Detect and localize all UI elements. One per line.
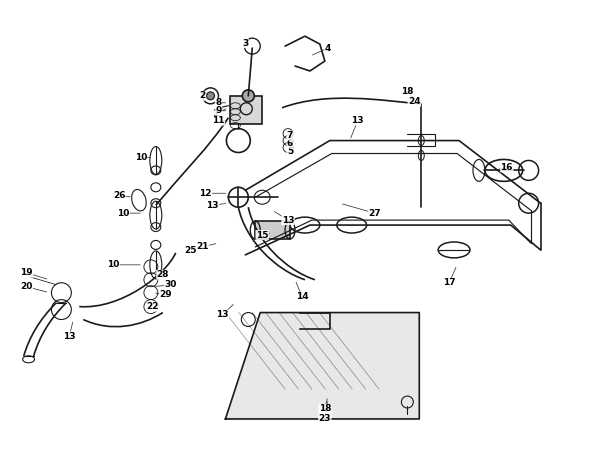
Text: 17: 17	[443, 278, 455, 287]
Text: 15: 15	[256, 230, 268, 239]
Text: 1: 1	[212, 109, 219, 118]
Text: 26: 26	[113, 191, 125, 200]
Text: 10: 10	[117, 209, 129, 218]
Text: 30: 30	[164, 280, 177, 289]
Text: 13: 13	[216, 310, 229, 319]
Text: 6: 6	[287, 139, 293, 148]
Text: 25: 25	[184, 247, 197, 256]
Bar	[255, 221, 290, 239]
Text: 12: 12	[199, 189, 212, 198]
Text: 11: 11	[212, 116, 225, 125]
Text: 22: 22	[147, 302, 159, 311]
Text: 3: 3	[242, 38, 249, 48]
Text: 20: 20	[20, 282, 33, 291]
Circle shape	[207, 92, 215, 100]
Circle shape	[243, 90, 254, 102]
Text: 14: 14	[296, 292, 308, 301]
Text: 18: 18	[401, 87, 414, 96]
Text: 9: 9	[215, 106, 222, 115]
Text: 19: 19	[20, 268, 33, 277]
Text: 4: 4	[325, 44, 331, 53]
Text: 16: 16	[501, 163, 513, 172]
Polygon shape	[225, 313, 420, 419]
Text: 27: 27	[368, 209, 381, 218]
Text: 18: 18	[319, 405, 331, 414]
Text: 13: 13	[63, 332, 76, 341]
Text: 21: 21	[196, 242, 209, 251]
Text: 24: 24	[408, 97, 421, 106]
Text: 5: 5	[287, 147, 293, 156]
Text: 10: 10	[107, 260, 119, 269]
Bar	[231, 96, 262, 124]
Text: 13: 13	[206, 201, 219, 209]
Text: 8: 8	[215, 98, 222, 107]
Text: 28: 28	[157, 270, 169, 279]
Text: 10: 10	[135, 153, 147, 162]
Text: 13: 13	[282, 216, 294, 225]
Text: 2: 2	[200, 91, 206, 100]
Text: 23: 23	[319, 414, 331, 423]
Text: 7: 7	[287, 131, 293, 140]
Text: 13: 13	[352, 116, 364, 125]
Text: 29: 29	[160, 290, 172, 299]
